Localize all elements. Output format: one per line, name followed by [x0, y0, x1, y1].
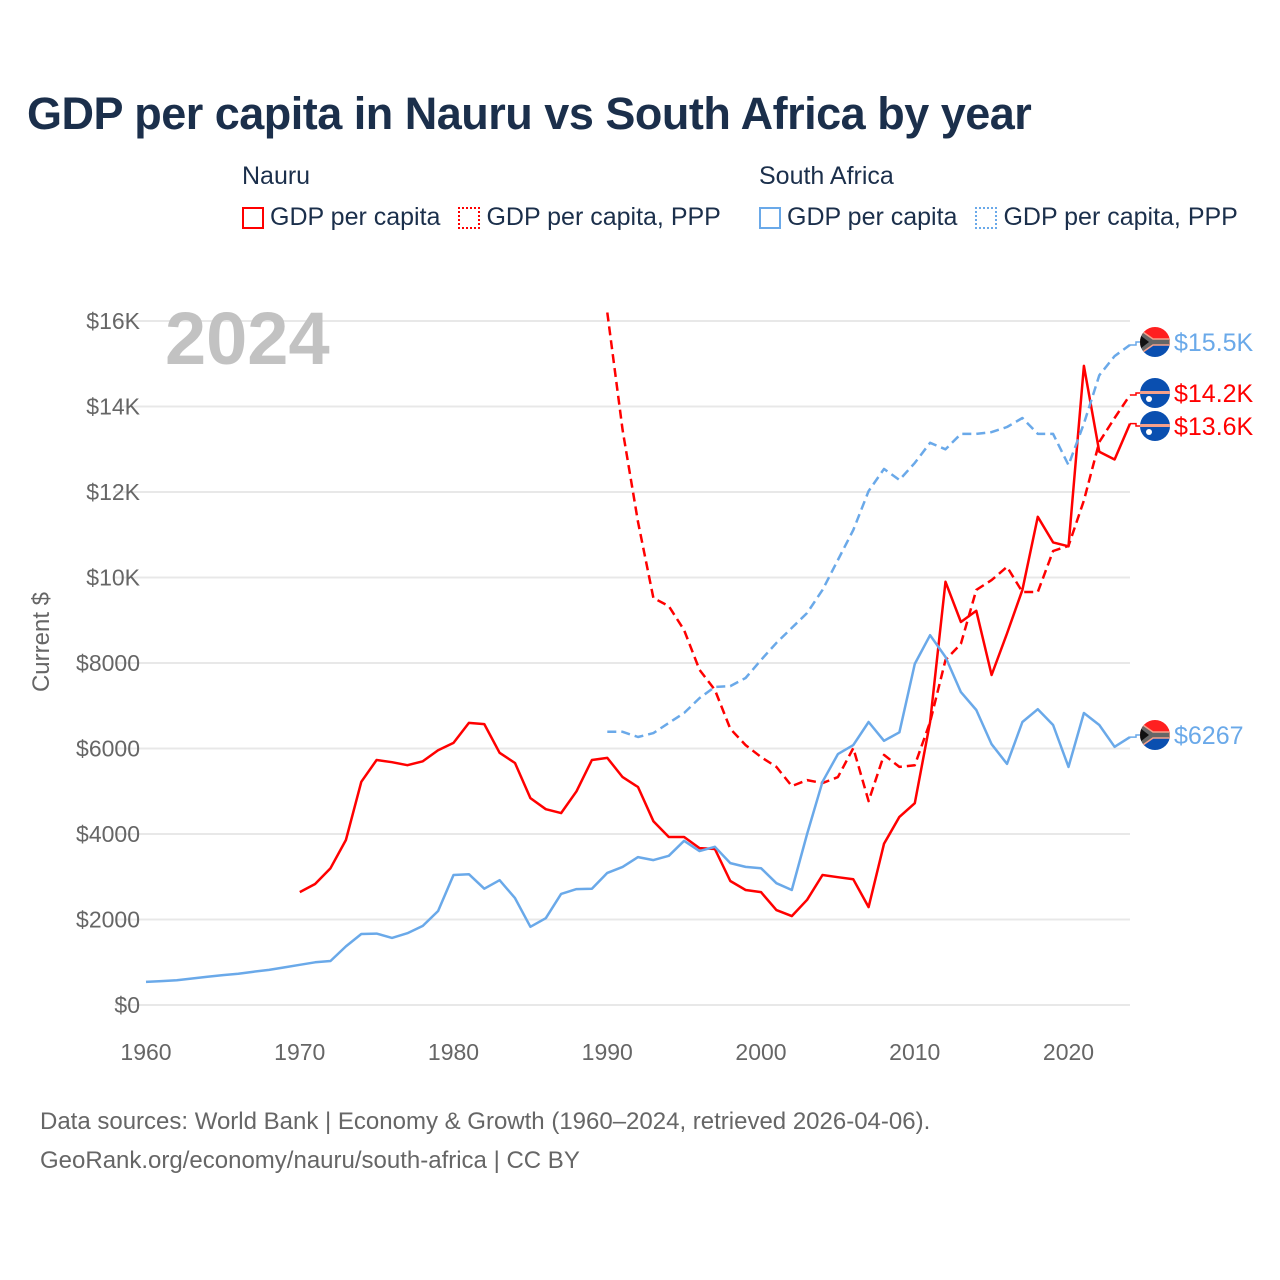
y-tick-label: $0	[114, 992, 140, 1018]
solid-swatch-icon	[242, 206, 264, 229]
dotted-swatch-icon	[458, 206, 481, 229]
footer-link[interactable]: GeoRank.org/economy/nauru/south-africa |…	[40, 1147, 580, 1174]
end-value-label: $15.5K	[1174, 329, 1254, 357]
legend-label: GDP per capita, PPP	[486, 203, 721, 231]
legend-label: GDP per capita	[787, 203, 958, 231]
legend-group-nauru: Nauru GDP per capita GDP per capita, PPP	[242, 162, 721, 232]
end-label-connector	[1130, 734, 1140, 738]
end-label-group: $14.2K	[1130, 378, 1254, 408]
nauru-flag-icon	[1140, 378, 1170, 408]
y-tick-label: $6000	[76, 736, 140, 762]
south-africa-gdp-per-capita-line	[145, 633, 1131, 984]
south-africa-flag-icon	[1140, 720, 1170, 750]
x-tick-label: 1990	[582, 1039, 633, 1065]
legend-item-nauru-gdp[interactable]: GDP per capita	[242, 203, 440, 232]
gridlines	[115, 320, 1130, 1006]
legend-group-south-africa: South Africa GDP per capita GDP per capi…	[759, 162, 1238, 232]
end-label-connector	[1130, 422, 1140, 427]
end-value-label: $14.2K	[1174, 380, 1254, 408]
y-tick-label: $16K	[86, 308, 140, 334]
end-label-group: $13.6K	[1130, 411, 1254, 441]
nauru-gdp-per-capita-ppp-line	[606, 312, 1132, 803]
legend-item-south-africa-gdp[interactable]: GDP per capita	[759, 203, 957, 232]
x-tick-label: 1970	[274, 1039, 325, 1065]
chart-title: GDP per capita in Nauru vs South Africa …	[27, 88, 1032, 139]
legend-group-label: South Africa	[759, 162, 894, 190]
end-label-connector	[1130, 341, 1140, 346]
x-tick-label: 2000	[735, 1039, 786, 1065]
y-axis-tick-labels: $0 $2000 $4000 $6000 $8000 $10K $12K $14K $16K	[76, 308, 141, 1018]
end-label-connector	[1130, 392, 1140, 396]
series-lines	[145, 312, 1132, 984]
nauru-flag-icon	[1140, 411, 1170, 441]
x-tick-label: 1980	[428, 1039, 479, 1065]
y-tick-label: $8000	[76, 650, 140, 676]
legend-label: GDP per capita	[270, 203, 441, 231]
legend-item-south-africa-ppp[interactable]: GDP per capita, PPP	[975, 203, 1238, 232]
end-value-label: $6267	[1174, 722, 1244, 750]
legend-item-nauru-ppp[interactable]: GDP per capita, PPP	[458, 203, 721, 232]
x-tick-label: 2010	[889, 1039, 940, 1065]
end-label-group: $15.5K	[1130, 327, 1254, 357]
y-tick-label: $14K	[86, 394, 140, 420]
legend-label: GDP per capita, PPP	[1003, 203, 1238, 231]
legend-group-label: Nauru	[242, 162, 311, 190]
nauru-gdp-per-capita-line	[299, 364, 1132, 918]
x-tick-label: 1960	[120, 1039, 171, 1065]
footer-sources: Data sources: World Bank | Economy & Gro…	[40, 1108, 931, 1135]
solid-swatch-icon	[759, 206, 781, 229]
end-label-group: $6267	[1130, 720, 1244, 750]
y-tick-label: $2000	[76, 907, 140, 933]
end-value-label: $13.6K	[1174, 413, 1254, 441]
y-axis-title: Current $	[28, 591, 55, 693]
south-africa-flag-icon	[1140, 327, 1170, 357]
y-tick-label: $4000	[76, 821, 140, 847]
y-tick-label: $12K	[86, 479, 140, 505]
current-year-watermark: 2024	[165, 297, 330, 380]
south-africa-gdp-per-capita-ppp-line	[607, 343, 1131, 739]
y-tick-label: $10K	[86, 565, 140, 591]
dotted-swatch-icon	[975, 206, 998, 229]
x-axis-tick-labels: 1960 1970 1980 1990 2000 2010 2020	[120, 1039, 1094, 1065]
x-tick-label: 2020	[1043, 1039, 1094, 1065]
end-labels: $13.6K $14.2K $6267 $15.5K	[1130, 327, 1254, 750]
